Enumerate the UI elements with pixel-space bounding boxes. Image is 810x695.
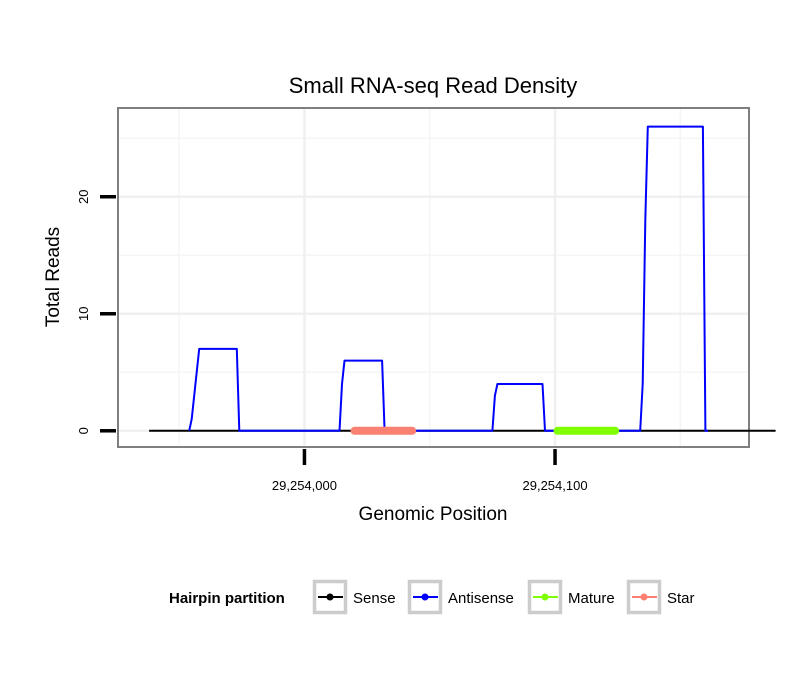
chart-title: Small RNA-seq Read Density [289, 73, 578, 98]
legend-key-dot [541, 593, 549, 601]
legend-key-dot [326, 593, 334, 601]
legend-label-star: Star [667, 590, 695, 607]
y-axis-label: Total Reads [43, 227, 64, 327]
legend: Hairpin partition Sense Antisense Mature St… [169, 579, 695, 615]
legend-label-antisense: Antisense [448, 590, 514, 607]
plot-panel-border [117, 107, 750, 448]
series-lines [149, 125, 776, 432]
x-tick-label: 29,254,100 [523, 478, 588, 493]
legend-label-mature: Mature [568, 590, 615, 607]
y-tick-label: 10 [76, 307, 91, 321]
y-tick-label: 20 [76, 190, 91, 204]
axes: 29,254,000 29,254,100 0 10 20 [76, 190, 588, 493]
series-line-antisense [188, 125, 708, 432]
legend-key-dot [421, 593, 429, 601]
legend-label-sense: Sense [353, 590, 396, 607]
legend-key-dot [640, 593, 648, 601]
x-tick-label: 29,254,000 [272, 478, 337, 493]
y-tick-label: 0 [76, 427, 91, 434]
legend-title: Hairpin partition [169, 590, 285, 607]
x-axis-label: Genomic Position [359, 504, 508, 525]
